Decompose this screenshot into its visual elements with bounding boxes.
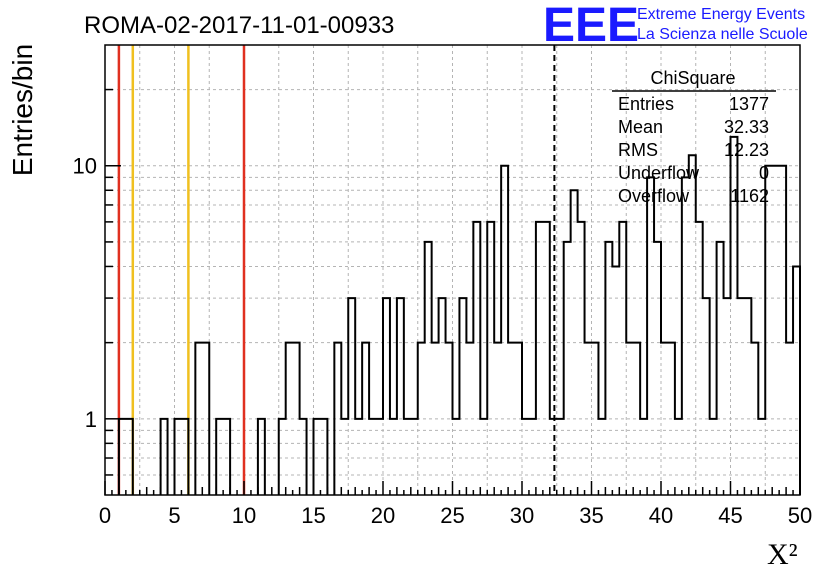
histogram-bin	[473, 222, 480, 495]
histogram-bin	[383, 298, 390, 495]
x-tick-label: 20	[371, 503, 395, 528]
stats-row-value: 32.33	[724, 117, 769, 137]
histogram-bin	[647, 177, 654, 495]
x-tick-label: 30	[510, 503, 534, 528]
histogram-bin	[744, 298, 751, 495]
histogram-bin	[578, 222, 585, 495]
stats-name: ChiSquare	[650, 68, 735, 88]
y-tick-label: 10	[73, 154, 97, 179]
stats-row-value: 1162	[730, 186, 769, 206]
stats-row-label: RMS	[618, 140, 658, 160]
histogram-bin	[724, 298, 731, 495]
stats-row-value: 1377	[729, 94, 769, 114]
histogram-bin	[487, 222, 494, 495]
histogram-bin	[564, 242, 571, 495]
histogram-outline	[117, 135, 801, 495]
eee-logo: EEE Extreme Energy Events La Scienza nel…	[543, 0, 808, 52]
x-tick-label: 10	[232, 503, 256, 528]
x-axis-ticks: 0 5 10 15 20 25 30 35 40 45 50	[99, 481, 812, 528]
y-axis-label: Entries/bin	[7, 44, 38, 176]
histogram-bin	[654, 242, 661, 495]
x-tick-label: 45	[718, 503, 742, 528]
logo-line-1: Extreme Energy Events	[637, 6, 805, 23]
stats-row-label: Mean	[618, 117, 663, 137]
histogram-bin	[717, 242, 724, 495]
histogram-bin	[605, 242, 612, 495]
stats-row-value: 0	[759, 163, 769, 183]
x-tick-label: 0	[99, 503, 111, 528]
x-axis-label: X²	[767, 538, 798, 571]
y-axis-ticks: 1 10	[73, 88, 121, 476]
stats-row-label: Entries	[618, 94, 674, 114]
logo-mark: EEE	[543, 0, 639, 52]
x-tick-label: 5	[168, 503, 180, 528]
logo-line-2: La Scienza nelle Scuole	[637, 26, 808, 43]
x-tick-label: 15	[301, 503, 325, 528]
histogram-bin	[501, 166, 508, 495]
x-tick-label: 25	[440, 503, 464, 528]
histogram-bin	[793, 266, 800, 495]
vertical-reference-lines	[117, 45, 556, 495]
x-tick-label: 40	[649, 503, 673, 528]
histogram-bin	[348, 298, 355, 495]
histogram-bin	[703, 298, 710, 495]
histogram-bin	[779, 166, 786, 495]
histogram-bin	[397, 298, 404, 495]
histogram-bin	[459, 298, 466, 495]
histogram-bin	[772, 166, 779, 495]
histogram-bin	[536, 222, 543, 495]
histogram-bin	[543, 222, 550, 495]
stats-row-label: Underflow	[618, 163, 700, 183]
x-tick-label: 35	[579, 503, 603, 528]
histogram-bin	[696, 222, 703, 495]
histogram-bin	[439, 298, 446, 495]
stats-row-label: Overflow	[618, 186, 690, 206]
histogram-bin	[737, 298, 744, 495]
chart-title: ROMA-02-2017-11-01-00933	[84, 12, 394, 39]
histogram-bin	[689, 155, 696, 495]
stats-row-value: 12.23	[724, 140, 769, 160]
histogram-bin	[425, 242, 432, 495]
grid-lines	[105, 45, 800, 495]
histogram-bin	[765, 166, 772, 495]
histogram-bin	[612, 266, 619, 495]
x-tick-label: 50	[788, 503, 812, 528]
stats-box: ChiSquare Entries 1377 Mean 32.33 RMS 12.23 Un…	[612, 68, 776, 206]
y-tick-label: 1	[85, 407, 97, 432]
histogram-bin	[619, 222, 626, 495]
histogram-bin	[682, 177, 689, 495]
